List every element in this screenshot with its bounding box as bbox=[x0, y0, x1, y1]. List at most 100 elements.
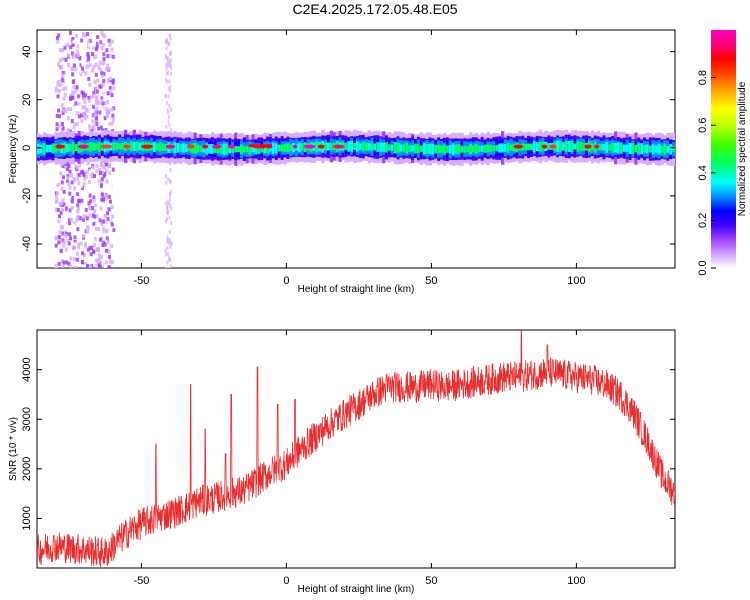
spectrogram-cell bbox=[62, 240, 66, 245]
spectrogram-cell bbox=[176, 142, 180, 153]
spectrogram-cell bbox=[75, 218, 79, 223]
spectrogram-cell bbox=[101, 219, 105, 224]
spectrogram-cell bbox=[109, 54, 113, 59]
spectrogram-cell bbox=[68, 185, 72, 190]
spectrogram-cell bbox=[169, 36, 172, 41]
spectrogram-cell bbox=[347, 141, 351, 152]
spectrogram-hotspot bbox=[513, 144, 524, 149]
spectrogram-cell bbox=[170, 220, 173, 225]
spectrogram-cell bbox=[70, 122, 74, 127]
spectrogram-cell bbox=[530, 143, 534, 151]
spectrogram-cell bbox=[96, 247, 100, 252]
spectrogram-cell bbox=[112, 118, 116, 123]
spectrogram-cell bbox=[80, 189, 84, 194]
spectrogram-cell bbox=[73, 242, 77, 247]
spectrogram-cell bbox=[231, 145, 235, 153]
spectrogram-cell bbox=[80, 38, 84, 43]
spectrogram-cell bbox=[463, 145, 467, 153]
spectrogram-cell bbox=[66, 128, 70, 133]
spectrogram-cell bbox=[88, 63, 92, 68]
spectrogram-cell bbox=[166, 204, 169, 209]
spectrogram-cell bbox=[79, 249, 83, 254]
spectrogram-cell bbox=[211, 144, 215, 154]
spectrogram-cell bbox=[98, 84, 102, 89]
spectrogram-cell bbox=[72, 176, 76, 181]
spectrogram-cell bbox=[71, 36, 75, 41]
spectrogram-cell bbox=[81, 214, 85, 219]
spectrogram-cell bbox=[70, 199, 74, 204]
spectrogram-cell bbox=[434, 144, 438, 154]
spectrogram-cell bbox=[168, 215, 171, 220]
spectrogram-cell bbox=[82, 32, 86, 37]
spectrogram-cell bbox=[263, 144, 267, 154]
spectrogram-cell bbox=[98, 67, 102, 72]
spectrogram-cell bbox=[62, 65, 66, 70]
x-tick-label: -50 bbox=[133, 275, 149, 287]
spectrogram-cell bbox=[193, 143, 197, 154]
spectrogram-cell bbox=[92, 93, 96, 98]
spectrogram-cell bbox=[97, 129, 101, 134]
spectrogram-cell bbox=[107, 108, 111, 113]
spectrogram-cell bbox=[103, 34, 107, 39]
spectrogram-cell bbox=[448, 145, 453, 154]
spectrogram-hotspot bbox=[141, 144, 154, 149]
spectrogram-cell bbox=[80, 198, 84, 203]
spectrogram-cell bbox=[97, 126, 101, 131]
spectrogram-hotspot bbox=[227, 144, 235, 149]
spectrogram-cell bbox=[213, 145, 218, 153]
spectrogram-cell bbox=[73, 265, 77, 268]
spectrogram-cell bbox=[75, 62, 79, 67]
spectrogram-cell bbox=[81, 114, 85, 119]
spectrogram-cell bbox=[105, 236, 109, 241]
spectrogram-cell bbox=[100, 105, 104, 110]
spectrogram-cell bbox=[88, 213, 92, 218]
spectrogram-cell bbox=[167, 70, 170, 75]
spectrogram-cell bbox=[98, 171, 102, 176]
spectrogram-cell bbox=[631, 142, 635, 155]
spectrogram-cell bbox=[111, 167, 115, 172]
spectrogram-cell bbox=[92, 142, 96, 151]
spectrogram-cell bbox=[76, 209, 80, 214]
spectrogram-cell bbox=[104, 67, 108, 72]
x-tick-label: 50 bbox=[425, 275, 437, 287]
spectrogram-cell bbox=[576, 141, 580, 152]
spectrogram-cell bbox=[648, 145, 653, 153]
spectrogram-cell bbox=[161, 143, 166, 152]
spectrogram-cell bbox=[85, 225, 89, 230]
spectrogram-cell bbox=[72, 106, 76, 111]
spectrogram-hotspot bbox=[292, 144, 298, 149]
spectrogram-cell bbox=[97, 252, 101, 257]
spectrogram-cell bbox=[166, 260, 169, 265]
spectrogram-cell bbox=[495, 145, 499, 152]
spectrogram-cell bbox=[115, 142, 119, 151]
spectrogram-cell bbox=[67, 218, 71, 223]
spectrogram-cell bbox=[106, 99, 110, 104]
spectrogram-cell bbox=[167, 86, 170, 91]
spectrogram-cell bbox=[96, 35, 100, 40]
spectrogram-cell bbox=[274, 143, 279, 154]
spectrogram-cell bbox=[350, 140, 354, 153]
colorbar: 0.0 0.2 0.4 0.6 0.8 Normalized spectral ampl… bbox=[697, 30, 748, 276]
spectrogram-cell bbox=[76, 165, 80, 170]
spectrogram-cell bbox=[73, 257, 77, 262]
spectrogram-cell bbox=[75, 122, 79, 127]
spectrogram-cell bbox=[104, 263, 108, 268]
spectrogram-cell bbox=[95, 95, 99, 100]
spectrogram-cell bbox=[69, 217, 73, 222]
spectrogram-cell bbox=[165, 201, 168, 206]
spectrogram-cell bbox=[76, 44, 80, 49]
spectrogram-cell bbox=[651, 144, 656, 155]
colorbar-gradient bbox=[711, 30, 736, 268]
spectrogram-cell bbox=[112, 228, 116, 233]
spectrogram-cell bbox=[56, 207, 60, 212]
spectrogram-cell bbox=[83, 176, 87, 181]
spectrogram-cell bbox=[98, 264, 102, 268]
spectrogram-cell bbox=[90, 245, 94, 250]
spectrogram-cell bbox=[451, 143, 456, 155]
spectrogram-hotspot bbox=[77, 144, 89, 149]
spectrogram-hotspot bbox=[549, 144, 557, 149]
y-tick-label: 0 bbox=[21, 145, 33, 151]
spectrogram-cell bbox=[108, 79, 112, 84]
spectrogram-cell bbox=[216, 144, 221, 154]
